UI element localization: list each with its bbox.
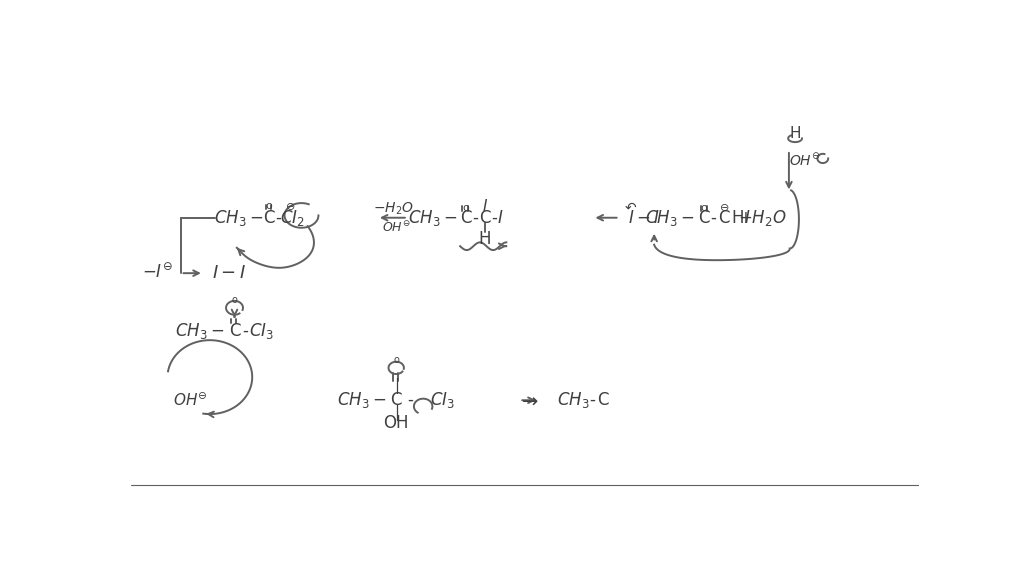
Text: $-H_2O$: $-H_2O$ [374, 201, 415, 218]
Text: $OH^{\ominus}$: $OH^{\ominus}$ [382, 219, 411, 234]
Text: -: - [492, 209, 497, 227]
Text: -: - [711, 209, 717, 227]
Text: $CH_3-$: $CH_3-$ [175, 321, 224, 341]
Text: $CH_3-$: $CH_3-$ [409, 208, 458, 228]
Text: $-I^{\ominus}$: $-I^{\ominus}$ [142, 264, 173, 283]
Text: -: - [408, 391, 413, 409]
Text: $\ominus$: $\ominus$ [285, 200, 295, 211]
Text: $CI_2$: $CI_2$ [280, 208, 305, 228]
Text: C: C [460, 209, 471, 227]
Text: I: I [482, 199, 487, 214]
Text: o: o [700, 203, 708, 213]
Text: $OH^{\ominus}$: $OH^{\ominus}$ [173, 392, 208, 409]
Text: $\rightarrow$: $\rightarrow$ [518, 391, 540, 410]
Text: I: I [498, 209, 503, 227]
Text: $CH_3-$: $CH_3-$ [645, 208, 694, 228]
Text: $CH_3-$: $CH_3-$ [214, 208, 263, 228]
Text: |: | [393, 378, 398, 395]
Text: C: C [597, 391, 608, 409]
Text: $\curvearrowleft$: $\curvearrowleft$ [623, 199, 638, 213]
Text: H: H [478, 229, 492, 248]
Text: -: - [590, 391, 596, 409]
Text: $+ H_2O$: $+ H_2O$ [737, 208, 786, 228]
Text: -: - [243, 322, 248, 340]
Text: -: - [472, 209, 477, 227]
Text: H: H [731, 209, 743, 227]
Text: |: | [393, 404, 398, 420]
Text: $\ominus$: $\ominus$ [719, 202, 729, 213]
Text: C: C [719, 209, 730, 227]
Text: -: - [275, 209, 282, 227]
Text: $I-I$: $I-I$ [212, 264, 246, 282]
Text: $OH^{\ominus}$: $OH^{\ominus}$ [788, 151, 820, 168]
Text: C: C [263, 209, 274, 227]
Text: $CI_3$: $CI_3$ [430, 390, 455, 410]
Text: $CH_3-$: $CH_3-$ [337, 390, 386, 410]
Text: OH: OH [383, 414, 409, 433]
Text: C: C [479, 209, 490, 227]
Text: H: H [790, 126, 801, 141]
Text: o: o [462, 203, 469, 213]
Text: I: I [744, 209, 749, 227]
Text: o: o [393, 355, 399, 365]
Text: $CH_3$: $CH_3$ [557, 390, 590, 410]
Text: o: o [266, 201, 272, 211]
Text: $I-I$: $I-I$ [629, 209, 660, 227]
Text: C: C [228, 322, 241, 340]
Text: C: C [390, 391, 402, 409]
Text: C: C [698, 209, 710, 227]
Text: o: o [231, 295, 238, 305]
Text: $CI_3$: $CI_3$ [249, 321, 274, 341]
